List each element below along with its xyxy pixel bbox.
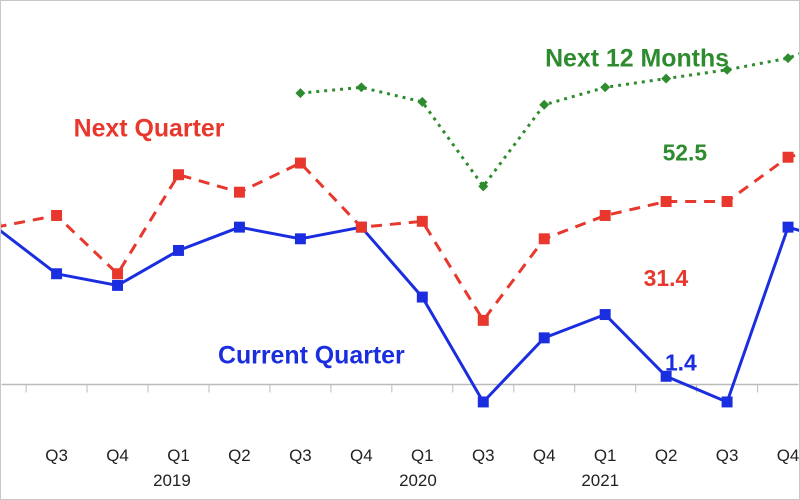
x-tick-label: Q1 [594, 446, 617, 465]
data-point-next-quarter [782, 151, 794, 163]
x-tick-label: Q2 [655, 446, 678, 465]
x-tick-label: Q2 [228, 446, 251, 465]
x-tick-label: Q4 [106, 446, 129, 465]
data-point-next-quarter [477, 314, 489, 326]
data-point-next-quarter [355, 221, 367, 233]
data-point-next-12-months [722, 64, 733, 75]
x-tick-label: Q4 [777, 446, 800, 465]
data-point-current-quarter [173, 244, 184, 256]
data-point-next-quarter [294, 157, 306, 169]
data-point-next-12-months [661, 73, 672, 84]
legend-current-quarter: Current Quarter [218, 342, 405, 370]
data-point-current-quarter [660, 370, 672, 382]
x-tick-label: Q3 [289, 446, 312, 465]
year-label-2021: 2021 [581, 471, 619, 490]
data-point-next-quarter [416, 215, 428, 227]
data-point-next-quarter [112, 268, 124, 280]
data-point-next-12-months [295, 88, 306, 99]
x-axis-ticks [25, 384, 759, 393]
data-point-current-quarter [477, 396, 489, 408]
data-point-next-12-months [356, 82, 367, 93]
series-line-next-quarter [1, 152, 799, 322]
data-point-current-quarter [721, 396, 733, 408]
x-tick-label: Q1 [411, 446, 434, 465]
x-tick-label: Q3 [472, 446, 495, 465]
data-point-current-quarter [294, 233, 306, 245]
x-tick-label: Q3 [716, 446, 739, 465]
data-point-next-quarter [1, 221, 2, 233]
data-point-current-quarter [416, 291, 428, 303]
x-tick-label: Q1 [167, 446, 190, 465]
data-point-next-12-months [478, 181, 489, 192]
data-point-next-12-months [783, 53, 794, 64]
data-point-next-quarter [660, 196, 672, 207]
data-point-next-quarter [173, 169, 184, 181]
legend-next-quarter: Next Quarter [74, 114, 225, 142]
data-label-current-quarter: 1.4 [665, 350, 697, 376]
data-point-next-quarter [51, 210, 63, 221]
x-tick-label: Q4 [350, 446, 373, 465]
data-point-next-12-months [600, 82, 611, 93]
data-point-next-quarter [538, 233, 550, 245]
x-tick-label: Q3 [45, 446, 68, 465]
data-point-current-quarter [599, 309, 611, 321]
legend-next-12-months: Next 12 Months [545, 45, 729, 73]
x-tick-label: Q4 [533, 446, 556, 465]
data-point-next-quarter [233, 186, 245, 198]
data-point-current-quarter [51, 268, 63, 280]
year-label-2020: 2020 [399, 471, 437, 490]
series-layer [1, 52, 799, 408]
data-label-next-12-months: 52.5 [663, 139, 708, 165]
data-label-next-quarter: 31.4 [644, 265, 689, 291]
year-label-2019: 2019 [153, 471, 191, 490]
data-point-current-quarter [782, 221, 794, 233]
data-point-next-quarter [599, 210, 611, 221]
data-point-current-quarter [112, 279, 124, 291]
data-point-current-quarter [538, 332, 550, 344]
series-line-current-quarter [1, 225, 799, 404]
data-point-next-12-months [539, 99, 550, 110]
data-point-current-quarter [233, 221, 245, 233]
data-point-next-quarter [721, 196, 733, 207]
